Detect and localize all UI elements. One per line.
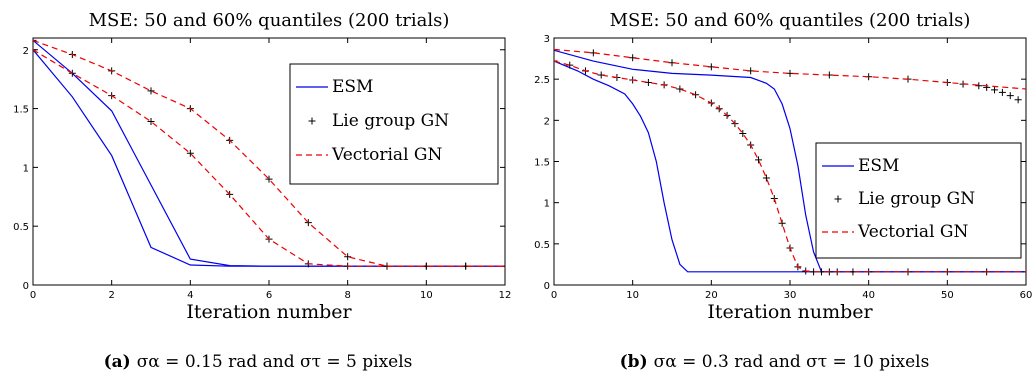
caption-a-text: σα = 0.15 rad and στ = 5 pixels (136, 352, 413, 372)
caption-b-text: σα = 0.3 rad and στ = 10 pixels (653, 352, 930, 372)
legend-entry: Lie group GN (332, 111, 449, 131)
series-line-vectorial-gn (554, 48, 1026, 90)
series-point-lie-group-gn (1006, 92, 1014, 100)
legend-box (289, 63, 499, 185)
chart-panel-a: MSE: 50 and 60% quantiles (200 trials) 0 2… (0, 0, 516, 390)
series-point-lie-group-gn (676, 85, 684, 93)
y-tick-label: 0 (544, 281, 550, 292)
y-tick-label: 1 (544, 199, 550, 210)
series-point-lie-group-gn (186, 149, 194, 157)
series-point-lie-group-gn (755, 156, 763, 164)
series-point-lie-group-gn (33, 38, 37, 44)
chart-b: MSE: 50 and 60% quantiles (200 trials) 0 1… (534, 10, 1033, 323)
series-line-vectorial-gn (554, 60, 1026, 273)
x-tick-label: 2 (108, 290, 114, 301)
y-tick-label: 2 (544, 116, 550, 127)
x-tick-label: 0 (30, 290, 36, 301)
y-tick-label: 2.5 (534, 75, 550, 86)
series-point-lie-group-gn (991, 86, 999, 94)
series-group (33, 38, 505, 270)
x-tick-label: 10 (626, 290, 639, 301)
series-group (554, 46, 1026, 276)
series-line-vectorial-gn (33, 49, 505, 267)
legend-entry: Lie group GN (858, 189, 975, 209)
y-tick-label: 0.5 (13, 222, 29, 233)
x-axis-label: Iteration number (186, 301, 352, 323)
chart-panel-b: MSE: 50 and 60% quantiles (200 trials) 0 1… (516, 0, 1033, 390)
x-tick-label: 60 (1020, 290, 1033, 301)
y-tick-label: 2 (23, 46, 29, 57)
series-point-lie-group-gn (147, 87, 155, 95)
x-tick-label: 10 (420, 290, 433, 301)
x-tick-label: 20 (705, 290, 718, 301)
legend-entry: ESM (332, 77, 373, 97)
legend-swatch-lie-group-gn (834, 195, 842, 203)
y-tick-label: 1.5 (13, 105, 29, 116)
series-point-lie-group-gn (998, 88, 1006, 96)
x-tick-label: 8 (344, 290, 350, 301)
legend-entry: ESM (858, 156, 899, 176)
legend-entry: Vectorial GN (857, 222, 968, 242)
series-point-lie-group-gn (1022, 268, 1026, 276)
y-tick-label: 1 (23, 163, 29, 174)
series-point-lie-group-gn (304, 219, 312, 227)
series-point-lie-group-gn (1014, 96, 1022, 104)
caption-a-label: (a) (103, 352, 131, 372)
y-tick-label: 3 (544, 34, 550, 45)
y-tick-label: 1.5 (534, 158, 550, 169)
series-point-lie-group-gn (778, 219, 786, 227)
series-line-vectorial-gn (33, 39, 505, 267)
caption-b: (b) σα = 0.3 rad and στ = 10 pixels (516, 352, 1033, 372)
series-point-lie-group-gn (265, 175, 273, 183)
series-point-lie-group-gn (762, 174, 770, 182)
chart-title: MSE: 50 and 60% quantiles (200 trials) (610, 10, 971, 31)
legend-entry: Vectorial GN (331, 145, 442, 165)
series-point-lie-group-gn (554, 57, 558, 65)
y-tick-label: 0 (23, 281, 29, 292)
x-tick-label: 40 (862, 290, 875, 301)
caption-b-label: (b) (619, 352, 648, 372)
x-tick-label: 0 (551, 290, 557, 301)
series-point-lie-group-gn (739, 130, 747, 138)
x-tick-label: 12 (499, 290, 512, 301)
series-point-lie-group-gn (983, 83, 991, 91)
legend-box (815, 142, 1022, 259)
x-tick-label: 4 (187, 290, 193, 301)
x-tick-label: 6 (266, 290, 272, 301)
series-point-lie-group-gn (33, 46, 37, 54)
y-tick-label: 0.5 (534, 240, 550, 251)
caption-a: (a) σα = 0.15 rad and στ = 5 pixels (0, 352, 516, 372)
x-axis-label: Iteration number (707, 301, 873, 323)
series-line-esm (554, 60, 1026, 273)
x-tick-label: 50 (941, 290, 954, 301)
series-point-lie-group-gn (147, 118, 155, 126)
x-tick-label: 30 (784, 290, 797, 301)
chart-title: MSE: 50 and 60% quantiles (200 trials) (89, 10, 450, 31)
legend-swatch-lie-group-gn (308, 117, 316, 125)
series-point-lie-group-gn (975, 82, 983, 90)
chart-a: MSE: 50 and 60% quantiles (200 trials) 0 2… (13, 10, 512, 323)
